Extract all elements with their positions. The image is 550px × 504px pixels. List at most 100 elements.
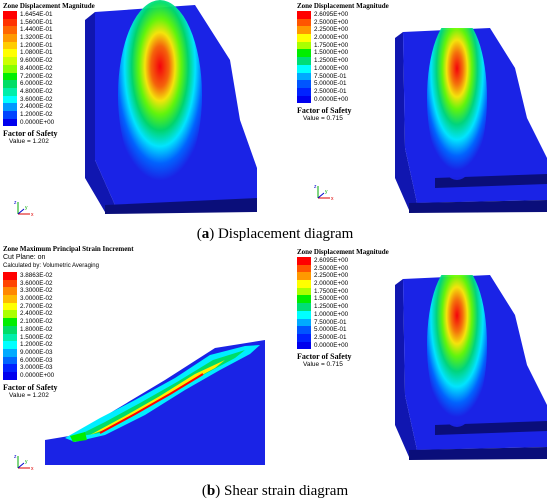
legend-entry: 0.0000E+00: [3, 371, 134, 380]
legend-entry: 1.3200E-01: [3, 34, 95, 42]
legend-entry: 3.6000E-02: [3, 279, 134, 288]
legend-swatch: [3, 325, 17, 334]
legend-value: 2.6095E+00: [314, 11, 349, 18]
legend-entry: 2.4000E-02: [3, 103, 95, 111]
legend-swatch: [3, 295, 17, 303]
legend-swatch: [3, 318, 17, 326]
legend-swatch: [3, 333, 17, 342]
model-front-face: [409, 447, 547, 460]
legend-entry: 7.5000E-01: [297, 72, 389, 81]
calc-method-label: Calculated by: Volumetric Averaging: [3, 263, 99, 269]
legend-entry: 2.4000E-02: [3, 310, 134, 319]
legend-value: 2.5000E+00: [314, 18, 349, 26]
legend-swatch: [297, 272, 311, 281]
legend-entry: 3.8863E-02: [3, 272, 134, 280]
legend-entry: 7.2000E-02: [3, 72, 95, 81]
svg-text:z: z: [14, 454, 17, 460]
legend-swatch: [3, 95, 17, 104]
legend-entry: 2.5000E+00: [297, 18, 389, 27]
model-side-face: [85, 12, 115, 212]
legend-value: 6.0000E-03: [20, 356, 53, 364]
legend-value: 2.5000E-01: [314, 333, 347, 341]
legend-value: 7.5000E-01: [314, 72, 347, 80]
cut-plane-label: Cut Plane: on: [3, 254, 46, 261]
legend-value: 1.0000E+00: [314, 64, 349, 72]
model-front-face: [105, 198, 257, 214]
legend-entry: 2.5000E-01: [297, 333, 389, 342]
displacement-zone: [427, 275, 487, 427]
legend-value: 2.0000E+00: [314, 280, 349, 288]
legend-value: 0.0000E+00: [314, 341, 349, 349]
legend-swatch: [297, 11, 311, 19]
legend-swatch: [297, 72, 311, 81]
fos-value: Value = 1.202: [9, 391, 49, 399]
fos-value: Value = 0.715: [303, 361, 343, 369]
legend-value: 1.7500E+00: [314, 41, 349, 49]
legend-swatch: [297, 64, 311, 73]
legend-entry: 1.0000E+00: [297, 310, 389, 319]
caption-letter: (a): [196, 226, 215, 242]
legend-swatch: [3, 118, 17, 127]
legend-swatch: [3, 371, 17, 380]
legend-value: 8.4000E-02: [20, 64, 53, 72]
displacement-zone: [427, 28, 487, 180]
legend-value: 6.0000E-02: [20, 80, 53, 88]
legend-entry: 0.0000E+00: [297, 95, 389, 104]
legend-value: 2.1000E-02: [20, 318, 53, 326]
legend-swatch: [297, 341, 311, 350]
legend-swatch: [3, 302, 17, 311]
legend-entry: 1.4400E-01: [3, 26, 95, 35]
legend-title: Zone Maximum Principal Strain Increment: [3, 245, 134, 253]
displacement-zone: [118, 0, 202, 190]
svg-text:x: x: [31, 212, 34, 218]
legend-entry: 1.5000E+00: [297, 49, 389, 58]
legend-value: 2.4000E-02: [20, 310, 53, 318]
legend-entry: 7.5000E-01: [297, 318, 389, 327]
legend-swatch: [297, 34, 311, 42]
legend-entry: 1.6454E-01: [3, 11, 95, 19]
axes-triad-icon: z x y: [12, 452, 42, 474]
legend-value: 1.3200E-01: [20, 34, 53, 42]
legend-value: 2.4000E-02: [20, 103, 53, 111]
legend-swatch: [3, 34, 17, 42]
legend-entry: 1.2500E+00: [297, 303, 389, 311]
legend-entry: 1.2000E-02: [3, 110, 95, 119]
axes-triad-icon: z x y: [12, 198, 42, 220]
legend-swatch: [297, 280, 311, 288]
legend-value: 3.6000E-02: [20, 95, 53, 103]
legend-bottom-right: Zone Displacement Magnitude 2.6095E+00 2.…: [297, 248, 389, 368]
fos-label: Factor of Safety: [3, 129, 58, 139]
color-scale: 2.6095E+00 2.5000E+00 2.2500E+00 2.0000E+00…: [297, 257, 389, 350]
legend-value: 1.5000E-02: [20, 333, 53, 341]
legend-value: 1.6454E-01: [20, 11, 53, 18]
legend-swatch: [3, 64, 17, 73]
legend-value: 1.8000E-02: [20, 325, 53, 333]
legend-entry: 5.0000E-01: [297, 326, 389, 334]
legend-value: 0.0000E+00: [20, 118, 55, 126]
legend-entry: 2.2500E+00: [297, 26, 389, 35]
legend-value: 1.2000E-02: [20, 110, 53, 118]
legend-value: 7.2000E-02: [20, 72, 53, 80]
legend-entry: 1.8000E-02: [3, 325, 134, 334]
legend-value: 1.5000E+00: [314, 295, 349, 303]
legend-swatch: [3, 348, 17, 357]
legend-value: 3.6000E-02: [20, 279, 53, 287]
legend-entry: 1.2000E-02: [3, 341, 134, 349]
legend-top-right: Zone Displacement Magnitude 2.6095E+00 2.…: [297, 2, 389, 122]
legend-swatch: [3, 41, 17, 50]
svg-text:x: x: [331, 196, 334, 202]
legend-swatch: [297, 318, 311, 327]
legend-title: Zone Displacement Magnitude: [297, 2, 389, 10]
color-scale: 2.6095E+00 2.5000E+00 2.2500E+00 2.0000E+00…: [297, 11, 389, 104]
legend-swatch: [3, 364, 17, 372]
legend-value: 3.0000E-02: [20, 295, 53, 303]
slope-model-3d-a-right: [395, 28, 547, 213]
legend-bottom-left: Zone Maximum Principal Strain Increment …: [3, 245, 134, 399]
legend-title: Zone Displacement Magnitude: [297, 248, 389, 256]
axes-triad-icon: z x y: [312, 182, 342, 204]
legend-value: 1.7500E+00: [314, 287, 349, 295]
legend-swatch: [3, 356, 17, 365]
legend-entry: 0.0000E+00: [297, 341, 389, 350]
legend-value: 1.4400E-01: [20, 26, 53, 34]
legend-value: 7.5000E-01: [314, 318, 347, 326]
